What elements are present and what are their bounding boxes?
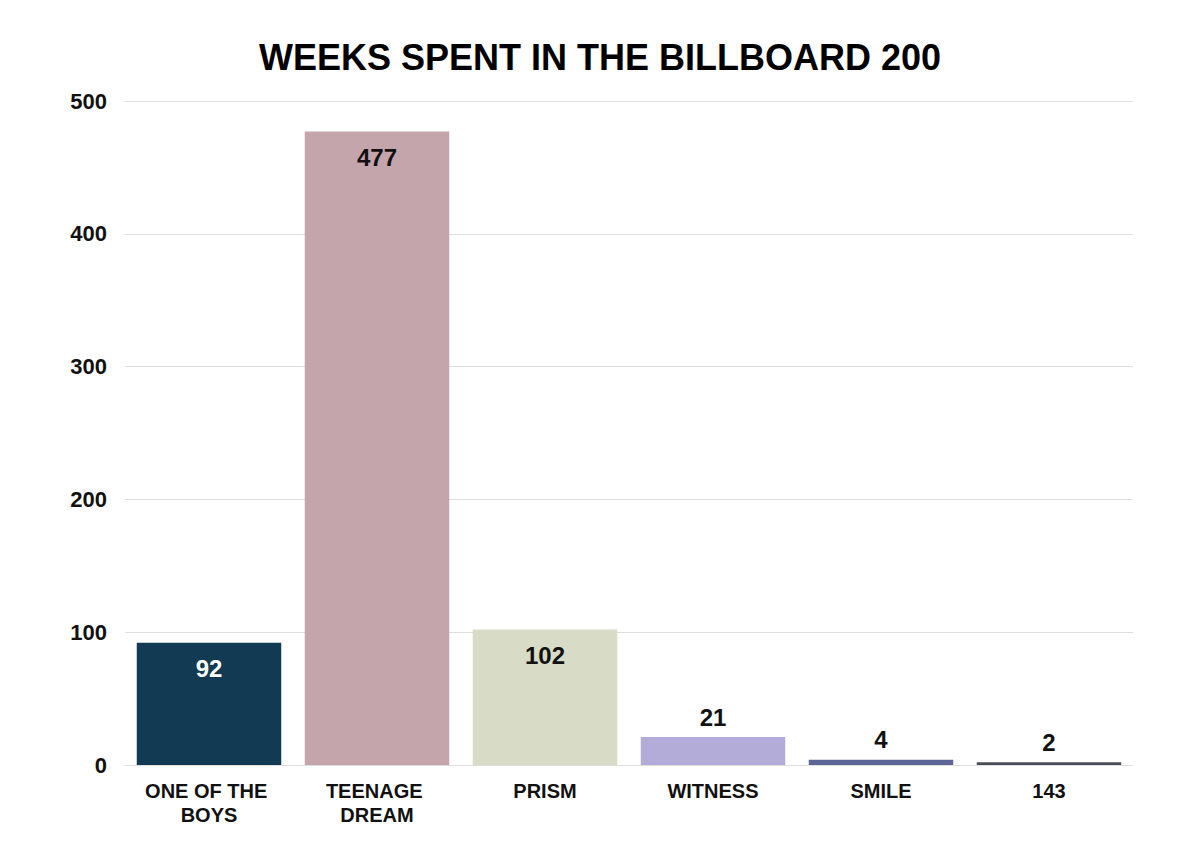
svg-text:WITNESS: WITNESS [667,780,758,802]
svg-text:TEENAGE: TEENAGE [326,780,428,802]
svg-text:102: 102 [525,642,565,669]
svg-text:DREAM: DREAM [340,804,413,826]
svg-text:400: 400 [70,221,107,246]
svg-text:0: 0 [95,753,107,778]
svg-text:21: 21 [700,704,727,731]
svg-text:500: 500 [70,89,107,114]
svg-text:PRISM: PRISM [513,780,576,802]
svg-text:200: 200 [70,487,107,512]
svg-text:4: 4 [874,726,888,753]
svg-text:WEEKS SPENT IN THE BILLBOARD 2: WEEKS SPENT IN THE BILLBOARD 200 [259,37,941,78]
svg-text:92: 92 [196,655,223,682]
svg-text:300: 300 [70,354,107,379]
svg-text:SMILE: SMILE [850,780,911,802]
svg-text:143: 143 [1032,780,1065,802]
svg-text:ONE OF THE: ONE OF THE [145,780,273,802]
svg-text:BOYS: BOYS [181,804,238,826]
svg-text:477: 477 [357,144,397,171]
svg-text:2: 2 [1042,729,1055,756]
svg-text:100: 100 [70,620,107,645]
